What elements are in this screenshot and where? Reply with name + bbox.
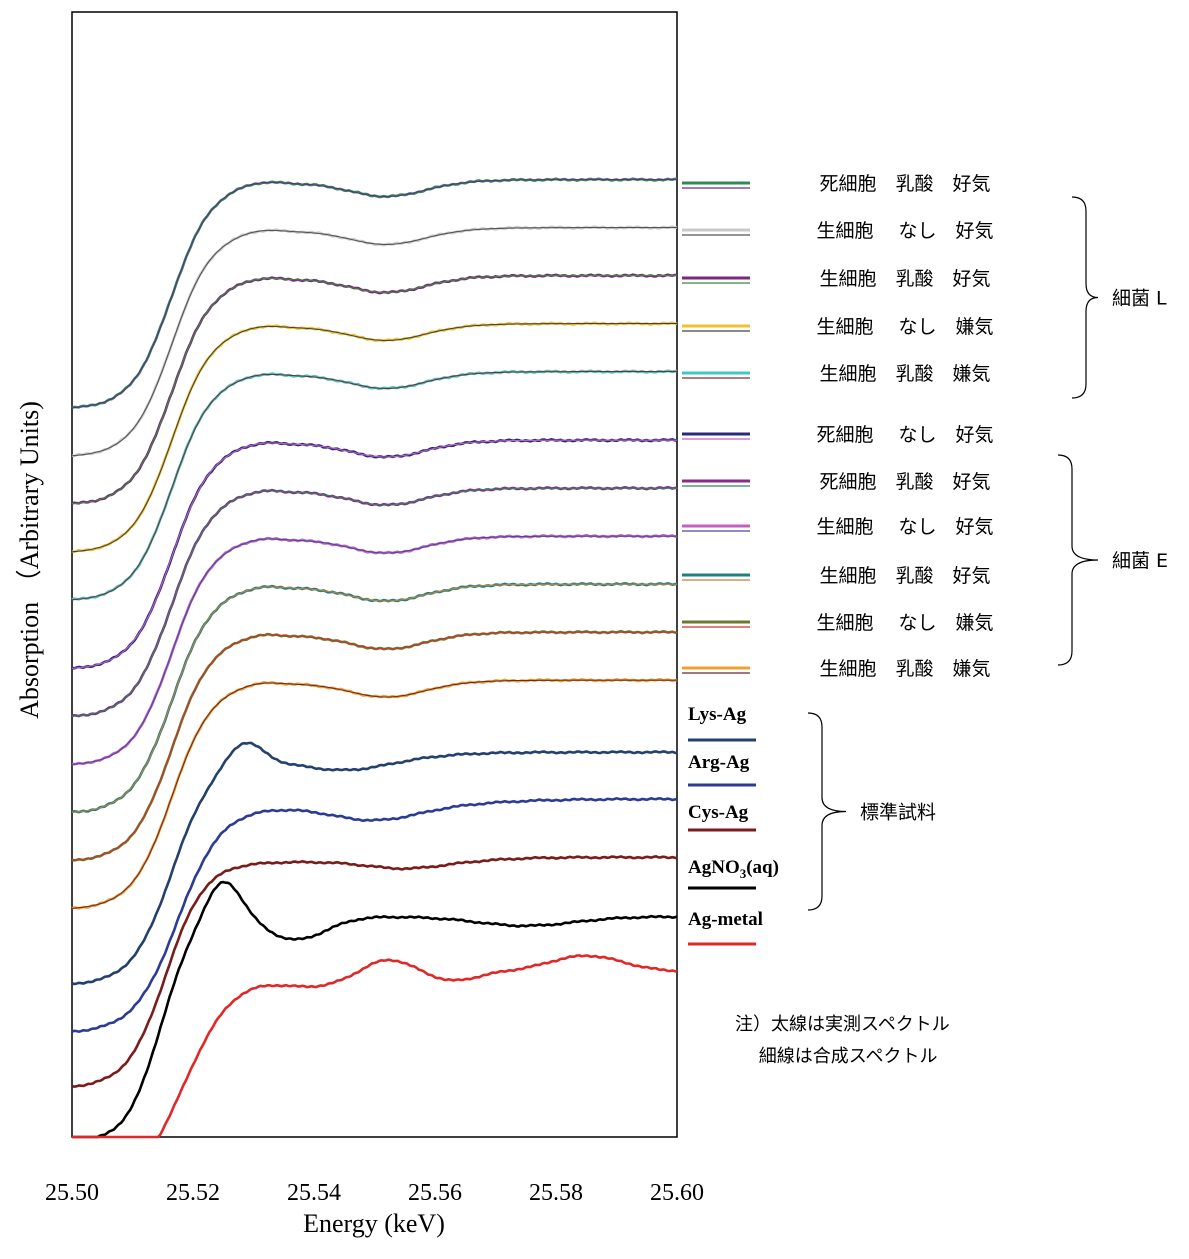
legend-label-agno3: AgNO3(aq) [688, 857, 779, 881]
note-line-2: 細線は合成スペクトル [735, 1046, 937, 1067]
legend-label-4: 生細胞 乳酸 嫌気 [819, 363, 990, 385]
x-tick-label-4: 25.58 [529, 1180, 583, 1206]
group-braces: 細菌 L 細菌 E 標準試料 [807, 196, 1168, 911]
series-measured-13 [71, 855, 678, 1089]
legend-label-lys: Lys-Ag [688, 704, 747, 725]
group-label-bacteriaE: 細菌 E [1112, 550, 1168, 572]
series-fit-5 [71, 439, 677, 669]
legend-label-10: 生細胞 乳酸 嫌気 [819, 658, 990, 680]
plot-frame [71, 11, 678, 1138]
legend-label-cys: Cys-Ag [688, 802, 749, 823]
x-tick-label-3: 25.56 [408, 1180, 462, 1206]
group-label-bacteriaL: 細菌 L [1112, 288, 1167, 310]
legend-label-6: 死細胞 乳酸 好気 [819, 471, 990, 493]
brace-standard [807, 712, 847, 911]
x-axis-ticks: 25.50 25.52 25.54 25.56 25.58 25.60 [45, 1180, 704, 1206]
legend-label-9: 生細胞 なし 嫌気 [816, 612, 993, 634]
series-fit-4 [71, 371, 677, 601]
series-measured-10 [71, 677, 678, 910]
series-fit-3 [71, 323, 677, 553]
series-fit-2 [71, 275, 677, 505]
x-tick-label-0: 25.50 [45, 1180, 99, 1206]
legend-label-metal: Ag-metal [688, 909, 763, 930]
series-fit-1 [71, 227, 677, 457]
series-measured-0 [71, 177, 678, 410]
series-measured-4 [71, 369, 678, 601]
group-label-standard: 標準試料 [860, 802, 936, 824]
legend-label-1: 生細胞 なし 好気 [816, 220, 993, 242]
series-measured-11 [71, 741, 678, 986]
series-fit-10 [71, 679, 677, 909]
note-line-1: 注）太線は実測スペクトル [735, 1014, 950, 1035]
series-fit-0 [71, 179, 677, 409]
series-fit-9 [71, 631, 677, 861]
legend-label-0: 死細胞 乳酸 好気 [819, 173, 990, 195]
series-fit-6 [71, 487, 677, 717]
series-measured-15 [72, 954, 678, 1139]
series-fit-7 [71, 535, 677, 765]
series-measured-3 [71, 321, 678, 554]
x-tick-label-2: 25.54 [287, 1180, 341, 1206]
legend-label-arg: Arg-Ag [688, 752, 750, 773]
y-axis-title: Absorption （Arbitrary Units) [15, 401, 44, 719]
series-measured-14 [72, 880, 678, 1139]
brace-bacteriaE [1057, 454, 1099, 666]
legend-label-3: 生細胞 なし 嫌気 [816, 316, 993, 338]
legend-label-7: 生細胞 なし 好気 [816, 516, 993, 538]
x-tick-label-1: 25.52 [166, 1180, 220, 1206]
series-measured-9 [71, 629, 678, 862]
x-tick-label-5: 25.60 [650, 1180, 704, 1206]
legend-label-8: 生細胞 乳酸 好気 [819, 565, 990, 587]
series-measured-12 [71, 796, 678, 1034]
series-measured-2 [71, 273, 678, 505]
legend-label-2: 生細胞 乳酸 好気 [819, 268, 990, 290]
x-axis-title: Energy (keV) [303, 1209, 445, 1238]
legend-label-5: 死細胞 なし 好気 [816, 424, 993, 446]
brace-bacteriaL [1071, 196, 1099, 399]
series-fit-8 [71, 583, 677, 813]
spectra-curves [71, 177, 678, 1139]
